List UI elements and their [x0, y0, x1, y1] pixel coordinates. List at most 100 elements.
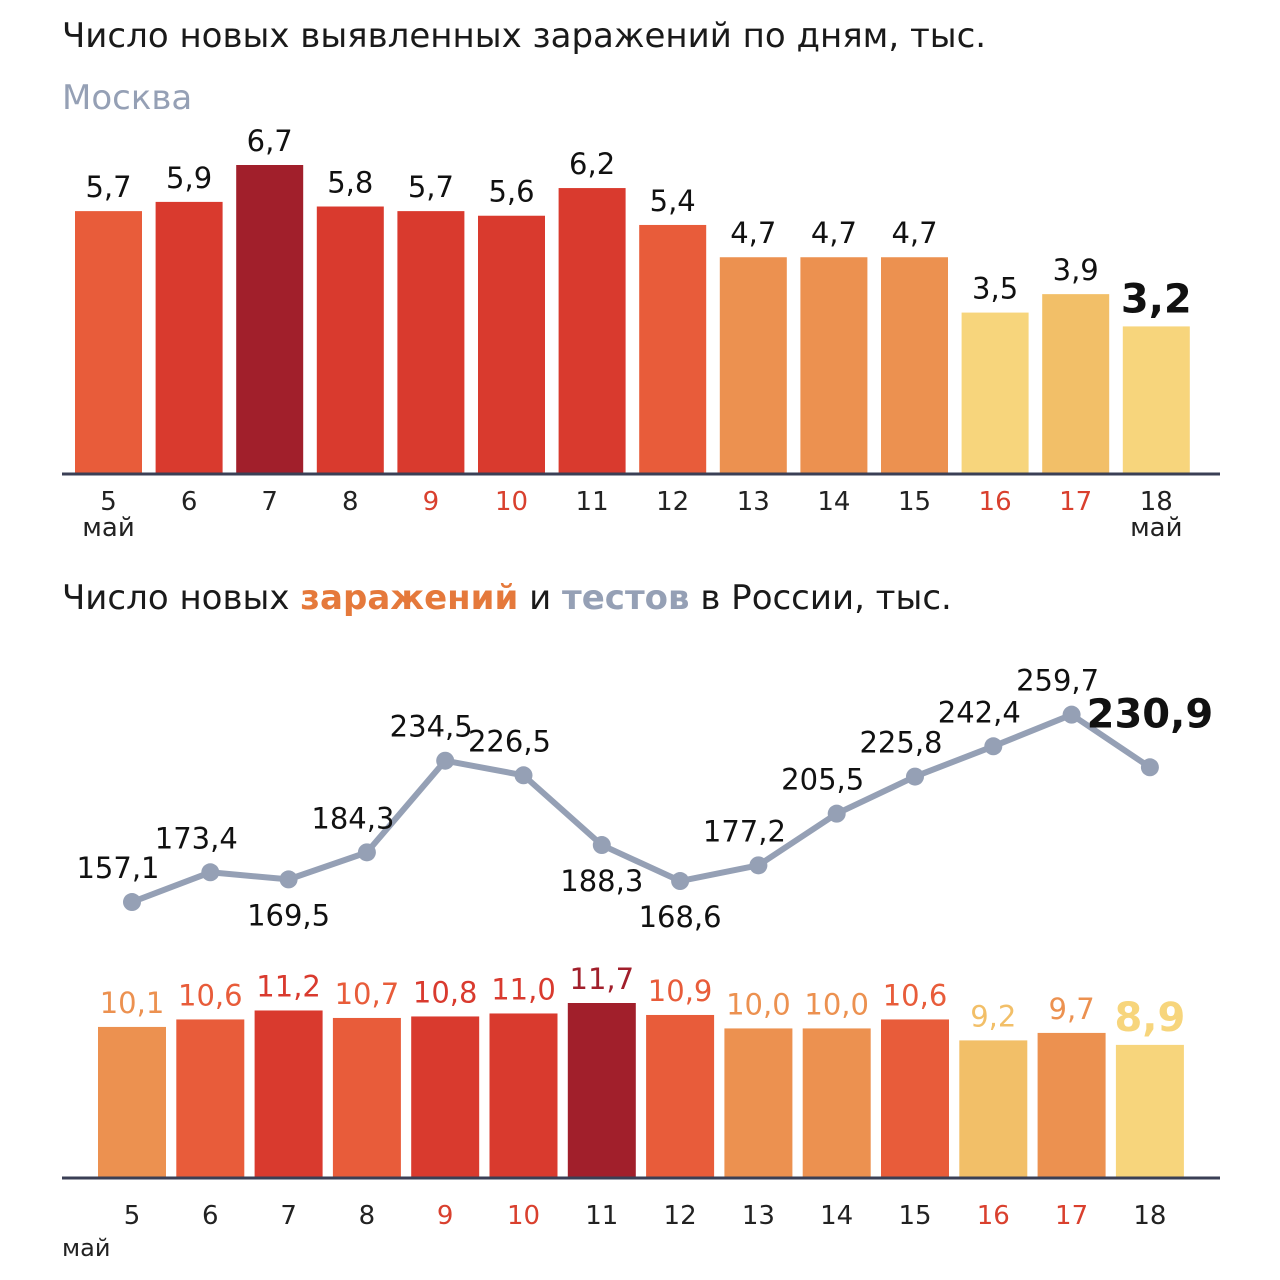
tests-line	[130, 711, 1152, 905]
moscow-day-label: 13	[737, 487, 770, 517]
moscow-bar	[800, 257, 868, 474]
moscow-bar	[75, 211, 142, 475]
russia-bar	[724, 1028, 793, 1178]
tests-value-label: 234,5	[390, 710, 473, 744]
moscow-value-label: 6,2	[569, 147, 615, 181]
moscow-bar	[1042, 294, 1110, 474]
moscow-value-label: 3,5	[972, 272, 1018, 306]
moscow-day-label: 12	[656, 487, 689, 517]
tests-value-label: 173,4	[155, 821, 238, 855]
russia-value-label: 10,6	[883, 978, 948, 1012]
moscow-value-label: 5,6	[488, 175, 534, 209]
russia-value-label: 11,2	[256, 969, 321, 1003]
moscow-day-label: 5	[100, 487, 117, 517]
moscow-bar	[316, 206, 384, 475]
russia-value-label: 10,9	[648, 974, 713, 1008]
russia-bar	[332, 1017, 401, 1178]
tests-value-label: 157,1	[76, 851, 159, 885]
moscow-value-label: 3,2	[1121, 276, 1192, 322]
tests-point	[357, 843, 376, 862]
russia-value-label: 9,2	[970, 999, 1016, 1033]
russia-bar	[98, 1026, 166, 1178]
tests-value-label: 259,7	[1016, 664, 1099, 698]
russia-month-label: май	[62, 1234, 110, 1262]
russia-bar	[646, 1014, 715, 1178]
russia-value-label: 10,0	[726, 987, 791, 1021]
tests-point	[1062, 705, 1081, 724]
moscow-value-label: 6,7	[247, 124, 293, 158]
moscow-day-label: 7	[261, 487, 278, 517]
tests-point	[1140, 758, 1159, 777]
title-tests-word: тестов	[562, 578, 690, 618]
moscow-bar	[397, 211, 465, 475]
moscow-bar	[478, 215, 545, 475]
chart-subtitle-moscow: Москва	[62, 78, 193, 118]
russia-bar	[959, 1040, 1028, 1178]
russia-day-label: 12	[664, 1201, 697, 1231]
moscow-value-label: 5,9	[166, 161, 212, 195]
russia-day-label: 7	[280, 1201, 297, 1231]
russia-day-label: 8	[359, 1201, 376, 1231]
russia-day-label: 6	[202, 1201, 219, 1231]
russia-bar	[881, 1019, 949, 1178]
russia-value-label: 10,8	[413, 975, 478, 1009]
russia-value-label: 11,0	[491, 972, 556, 1006]
moscow-month-label: май	[82, 513, 134, 543]
russia-bar	[1115, 1044, 1184, 1178]
moscow-bar	[236, 165, 304, 474]
tests-point	[201, 863, 220, 882]
russia-bar	[802, 1028, 871, 1178]
russia-day-label: 16	[977, 1201, 1010, 1231]
russia-value-label: 10,6	[178, 978, 243, 1012]
russia-value-label: 9,7	[1049, 992, 1095, 1026]
tests-point	[592, 836, 611, 855]
title-infections-word: заражений	[300, 578, 519, 618]
moscow-value-label: 5,7	[408, 170, 454, 204]
moscow-day-label: 18	[1140, 487, 1173, 517]
moscow-bar	[961, 312, 1029, 474]
tests-value-label: 226,5	[468, 724, 551, 758]
moscow-bar	[558, 188, 626, 475]
tests-value-label: 169,5	[247, 898, 330, 932]
moscow-bar	[1122, 326, 1190, 474]
moscow-bar	[719, 257, 787, 474]
tests-point	[123, 893, 141, 912]
russia-day-label: 18	[1133, 1201, 1166, 1231]
russia-day-label: 15	[898, 1201, 931, 1231]
tests-point	[827, 804, 846, 823]
title-part-1: Число новых	[62, 578, 301, 618]
moscow-day-label: 16	[979, 487, 1012, 517]
tests-value-label: 225,8	[859, 726, 942, 760]
moscow-day-label: 17	[1059, 487, 1092, 517]
tests-value-label: 205,5	[781, 763, 864, 797]
tests-point	[279, 870, 298, 889]
moscow-bar	[639, 224, 707, 474]
moscow-day-label: 10	[495, 487, 528, 517]
tests-point	[436, 751, 455, 770]
russia-bar	[254, 1010, 323, 1178]
moscow-value-label: 4,7	[811, 216, 857, 250]
moscow-day-label: 15	[898, 487, 931, 517]
tests-point	[906, 767, 924, 786]
moscow-value-label: 3,9	[1053, 253, 1099, 287]
moscow-bar	[881, 257, 948, 474]
moscow-value-label: 5,7	[85, 170, 131, 204]
tests-point	[671, 872, 690, 891]
tests-value-label: 230,9	[1087, 691, 1214, 737]
moscow-day-label: 6	[181, 487, 198, 517]
moscow-value-label: 4,7	[730, 216, 776, 250]
russia-value-label: 8,9	[1114, 995, 1185, 1041]
moscow-month-label: май	[1130, 513, 1182, 543]
moscow-day-label: 9	[423, 487, 440, 517]
tests-point	[514, 766, 533, 785]
tests-value-label: 188,3	[560, 864, 643, 898]
russia-day-label: 5	[124, 1201, 141, 1231]
tests-value-label: 168,6	[639, 900, 722, 934]
moscow-day-label: 14	[817, 487, 850, 517]
moscow-value-label: 4,7	[891, 216, 937, 250]
russia-bar	[489, 1013, 558, 1178]
moscow-value-label: 5,8	[327, 166, 373, 200]
chart-title-russia: Число новых заражений и тестов в России,…	[62, 578, 952, 618]
chart-title-moscow: Число новых выявленных заражений по дням…	[62, 16, 987, 56]
